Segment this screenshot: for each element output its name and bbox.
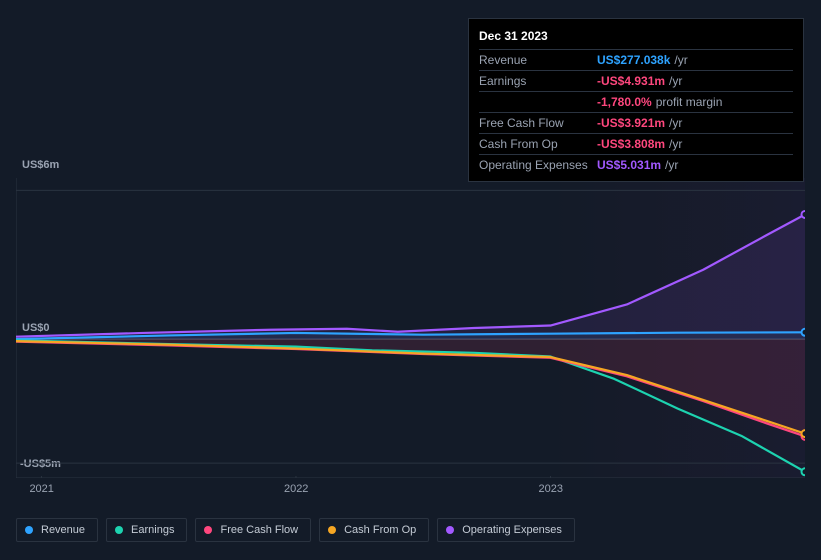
legend-dot-icon xyxy=(446,526,454,534)
chart-tooltip: Dec 31 2023 RevenueUS$277.038k/yrEarning… xyxy=(468,18,804,182)
tooltip-row-value: -US$3.808m xyxy=(597,137,665,151)
tooltip-row-label: Operating Expenses xyxy=(479,158,597,172)
tooltip-row-suffix: /yr xyxy=(669,137,682,151)
tooltip-row: Cash From Op-US$3.808m/yr xyxy=(479,134,793,155)
tooltip-row-label: Earnings xyxy=(479,74,597,88)
tooltip-row-value: -US$4.931m xyxy=(597,74,665,88)
tooltip-row-value: -US$3.921m xyxy=(597,116,665,130)
tooltip-row-suffix: /yr xyxy=(665,158,678,172)
legend-label: Earnings xyxy=(131,524,174,536)
legend-item[interactable]: Revenue xyxy=(16,518,98,542)
tooltip-subrow: -1,780.0% profit margin xyxy=(479,92,793,113)
tooltip-title: Dec 31 2023 xyxy=(479,25,793,50)
tooltip-row: Free Cash Flow-US$3.921m/yr xyxy=(479,113,793,134)
tooltip-row-label: Cash From Op xyxy=(479,137,597,151)
tooltip-subrow-value: -1,780.0% xyxy=(597,95,652,109)
legend-item[interactable]: Free Cash Flow xyxy=(195,518,311,542)
legend-item[interactable]: Operating Expenses xyxy=(437,518,575,542)
legend-label: Free Cash Flow xyxy=(220,524,298,536)
tooltip-row-label: Revenue xyxy=(479,53,597,67)
series-endpoint-marker xyxy=(802,329,806,336)
x-axis-tick-label: 2021 xyxy=(29,483,53,495)
series-endpoint-marker xyxy=(802,211,806,218)
x-axis-labels: 2021 2022 2023 xyxy=(16,483,805,503)
tooltip-row-suffix: /yr xyxy=(669,116,682,130)
legend-dot-icon xyxy=(204,526,212,534)
legend-label: Operating Expenses xyxy=(462,524,562,536)
legend-item[interactable]: Earnings xyxy=(106,518,187,542)
line-area-chart xyxy=(16,178,805,478)
legend-item[interactable]: Cash From Op xyxy=(319,518,429,542)
legend-dot-icon xyxy=(115,526,123,534)
legend-label: Revenue xyxy=(41,524,85,536)
tooltip-rows: RevenueUS$277.038k/yrEarnings-US$4.931m/… xyxy=(479,50,793,175)
series-endpoint-marker xyxy=(802,430,806,437)
legend-dot-icon xyxy=(25,526,33,534)
x-axis-tick-label: 2022 xyxy=(284,483,308,495)
y-axis-tick-label: US$6m xyxy=(22,159,59,171)
tooltip-row: Operating ExpensesUS$5.031m/yr xyxy=(479,155,793,175)
tooltip-row-suffix: /yr xyxy=(674,53,687,67)
tooltip-row-suffix: /yr xyxy=(669,74,682,88)
tooltip-row: Earnings-US$4.931m/yr xyxy=(479,71,793,92)
tooltip-row-value: US$5.031m xyxy=(597,158,661,172)
tooltip-row: RevenueUS$277.038k/yr xyxy=(479,50,793,71)
tooltip-row-label: Free Cash Flow xyxy=(479,116,597,130)
series-endpoint-marker xyxy=(802,468,806,475)
chart-legend: Revenue Earnings Free Cash Flow Cash From O… xyxy=(16,518,575,542)
tooltip-subrow-suffix: profit margin xyxy=(656,95,723,109)
x-axis-tick-label: 2023 xyxy=(538,483,562,495)
legend-dot-icon xyxy=(328,526,336,534)
tooltip-row-value: US$277.038k xyxy=(597,53,670,67)
legend-label: Cash From Op xyxy=(344,524,416,536)
